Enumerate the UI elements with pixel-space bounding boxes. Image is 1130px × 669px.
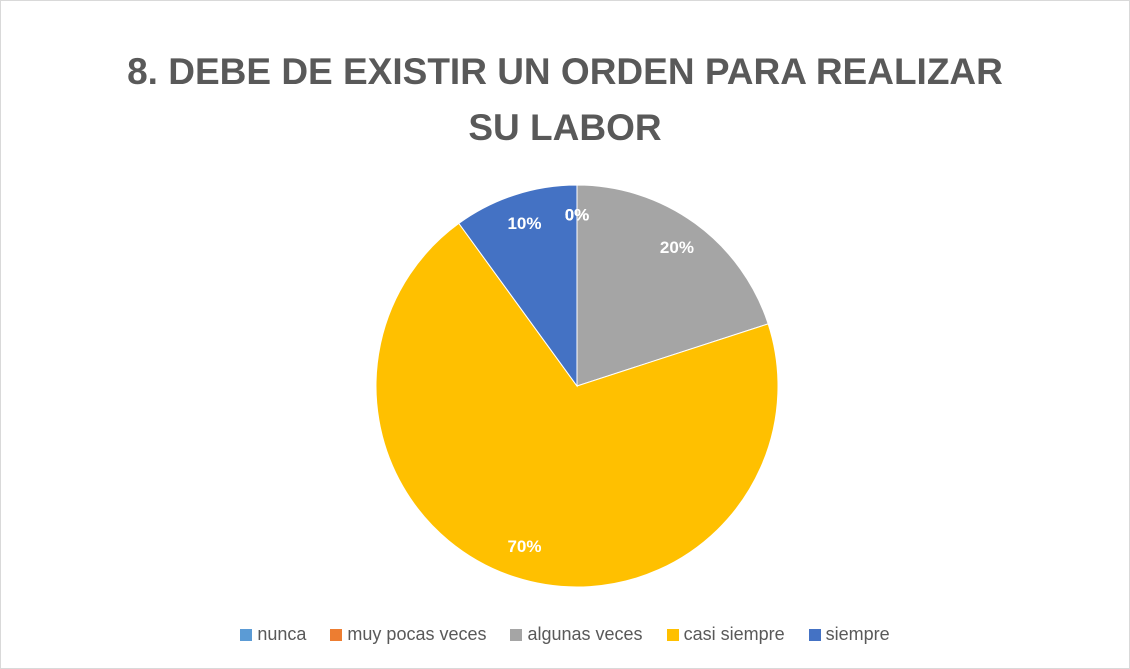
legend-label: muy pocas veces (347, 624, 487, 644)
legend-swatch (510, 628, 523, 641)
data-label: 0% (565, 205, 590, 224)
legend: nunca muy pocas veces algunas veces casi si… (0, 624, 1130, 645)
legend-item: siempre (808, 624, 890, 645)
chart-title: 8. DEBE DE EXISTIR UN ORDEN PARA REALIZA… (127, 51, 1003, 148)
data-label: 10% (507, 214, 541, 233)
pie: 0%0%20%70%10% (375, 184, 779, 588)
pie-slice (458, 184, 578, 388)
legend-item: muy pocas veces (330, 624, 486, 645)
legend-label: algunas veces (527, 624, 643, 644)
pie-slice (375, 222, 779, 588)
legend-label: siempre (825, 624, 890, 644)
data-label: 20% (660, 238, 694, 257)
legend-item: algunas veces (510, 624, 643, 645)
legend-item: nunca (240, 624, 306, 645)
legend-swatch (240, 628, 253, 641)
legend-swatch (808, 628, 821, 641)
legend-label: nunca (257, 624, 307, 644)
pie-slice (576, 184, 769, 387)
legend-swatch (330, 628, 343, 641)
legend-item: casi siempre (666, 624, 785, 645)
legend-label: casi siempre (683, 624, 785, 644)
data-label: 70% (507, 537, 541, 556)
legend-swatch (666, 628, 679, 641)
data-label: 0% (565, 205, 590, 224)
